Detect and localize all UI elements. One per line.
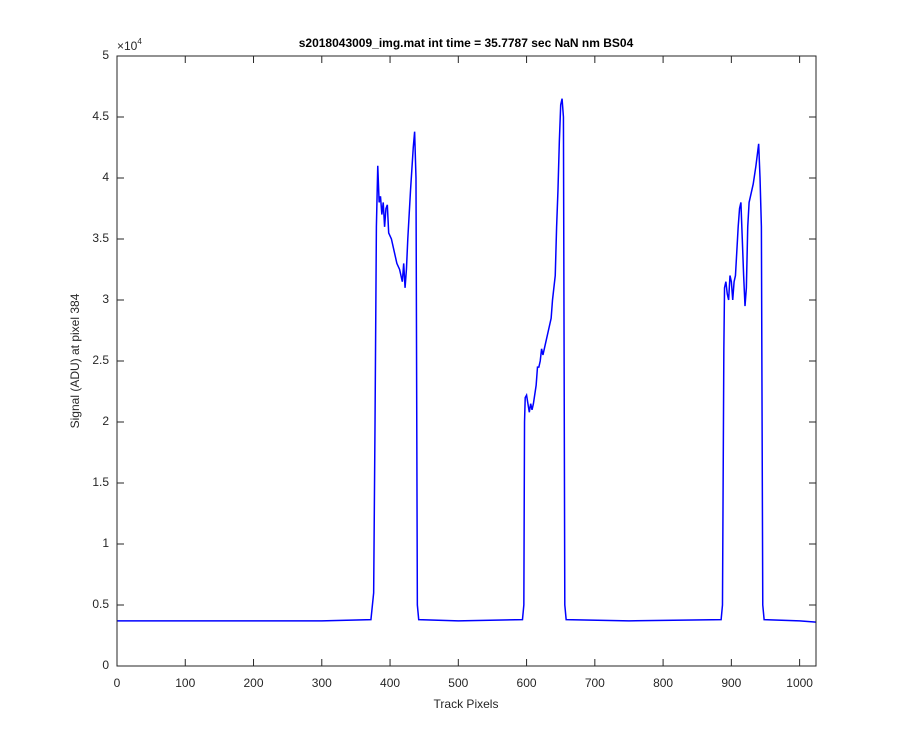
y-multiplier: ×104	[117, 37, 142, 53]
axes-box	[116, 55, 817, 667]
y-tick-label: 1.5	[92, 475, 109, 489]
x-tick-label: 500	[448, 676, 468, 690]
y-tick-label: 4	[102, 170, 109, 184]
x-tick-label: 1000	[786, 676, 813, 690]
x-tick-label: 0	[114, 676, 121, 690]
x-tick-label: 400	[380, 676, 400, 690]
y-axis-label: Signal (ADU) at pixel 384	[68, 293, 82, 428]
y-tick-label: 3.5	[92, 231, 109, 245]
y-tick-label: 0.5	[92, 597, 109, 611]
x-axis-label: Track Pixels	[434, 697, 499, 711]
x-tick-label: 600	[517, 676, 537, 690]
x-tick-label: 700	[585, 676, 605, 690]
x-tick-label: 900	[721, 676, 741, 690]
x-tick-label: 200	[244, 676, 264, 690]
y-tick-label: 4.5	[92, 109, 109, 123]
data-line	[117, 98, 817, 623]
y-tick-label: 2	[102, 414, 109, 428]
y-tick-label: 2.5	[92, 353, 109, 367]
x-tick-label: 300	[312, 676, 332, 690]
y-tick-label: 0	[102, 658, 109, 672]
y-tick-label: 3	[102, 292, 109, 306]
y-tick-label: 1	[102, 536, 109, 550]
chart-title: s2018043009_img.mat int time = 35.7787 s…	[299, 36, 634, 50]
y-multiplier-base: ×10	[117, 39, 138, 53]
y-multiplier-exponent: 4	[137, 37, 142, 46]
x-tick-label: 800	[653, 676, 673, 690]
x-tick-label: 100	[175, 676, 195, 690]
y-tick-label: 5	[102, 48, 109, 62]
